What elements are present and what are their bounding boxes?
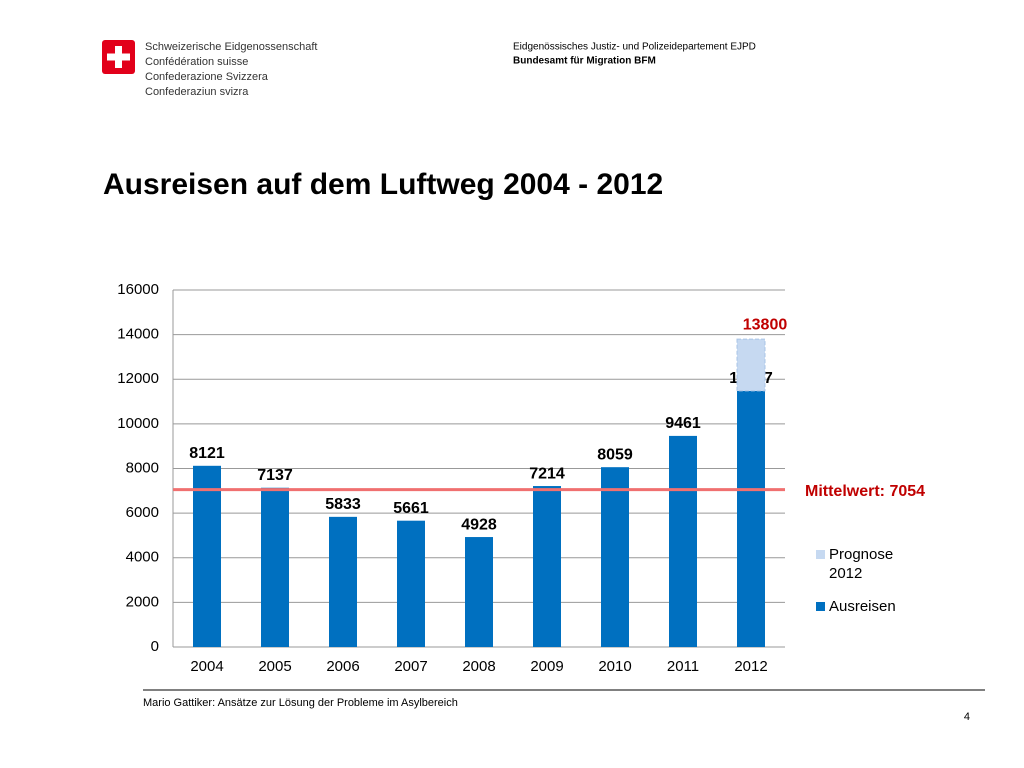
total-label: 13800 xyxy=(743,316,788,333)
bar xyxy=(669,435,697,647)
y-tick-label: 12000 xyxy=(117,370,159,387)
legend-entry: Prognose 2012 xyxy=(816,545,926,583)
x-tick-label: 2006 xyxy=(326,658,359,675)
bar xyxy=(329,516,357,647)
confederation-name: Schweizerische Eidgenossenschaft xyxy=(145,41,317,53)
value-label: 4928 xyxy=(461,516,497,533)
y-tick-label: 14000 xyxy=(117,326,159,343)
value-label: 5661 xyxy=(393,500,429,517)
flag-cross xyxy=(107,53,130,61)
y-tick-label: 0 xyxy=(151,638,159,655)
mean-label: Mittelwert: 7054 xyxy=(805,483,925,500)
value-label: 8059 xyxy=(597,446,633,463)
legend-swatch xyxy=(816,602,825,611)
x-tick-label: 2004 xyxy=(190,658,223,675)
bar xyxy=(465,537,493,647)
footer-text: Mario Gattiker: Ansätze zur Lösung der P… xyxy=(143,697,458,709)
value-label: 7137 xyxy=(257,467,293,484)
legend-label: Ausreisen xyxy=(829,598,896,615)
confederation-name: Confederazione Svizzera xyxy=(145,71,269,83)
bar xyxy=(193,465,221,647)
value-label: 5833 xyxy=(325,496,361,513)
bar xyxy=(397,520,425,647)
y-tick-label: 2000 xyxy=(126,593,159,610)
bar xyxy=(261,487,289,647)
chart-title: Ausreisen auf dem Luftweg 2004 - 2012 xyxy=(103,168,663,201)
y-tick-label: 10000 xyxy=(117,415,159,432)
value-label: 8121 xyxy=(189,445,225,462)
y-tick-label: 16000 xyxy=(117,281,159,298)
x-tick-label: 2012 xyxy=(734,658,767,675)
bar xyxy=(736,338,766,392)
value-label: 9461 xyxy=(665,415,701,432)
confederation-name: Confederaziun svizra xyxy=(145,86,249,98)
bar xyxy=(737,390,765,647)
legend-entry: Ausreisen xyxy=(816,597,926,616)
confederation-name: Confédération suisse xyxy=(145,56,248,68)
x-tick-label: 2007 xyxy=(394,658,427,675)
legend-label: Prognose 2012 xyxy=(829,546,894,582)
x-tick-label: 2005 xyxy=(258,658,291,675)
x-tick-label: 2010 xyxy=(598,658,631,675)
legend: Prognose 2012 Ausreisen xyxy=(816,545,926,630)
bar xyxy=(601,467,629,647)
y-tick-label: 4000 xyxy=(126,549,159,566)
y-tick-label: 6000 xyxy=(126,504,159,521)
bar xyxy=(533,486,561,647)
department: Eidgenössisches Justiz- und Polizeidepar… xyxy=(513,42,756,53)
y-tick-label: 8000 xyxy=(126,459,159,476)
legend-swatch xyxy=(816,550,825,559)
value-label: 7214 xyxy=(529,465,565,482)
x-tick-label: 2011 xyxy=(667,658,699,675)
x-tick-label: 2009 xyxy=(530,658,563,675)
page-number: 4 xyxy=(964,711,970,723)
office: Bundesamt für Migration BFM xyxy=(513,56,656,67)
x-tick-label: 2008 xyxy=(462,658,495,675)
